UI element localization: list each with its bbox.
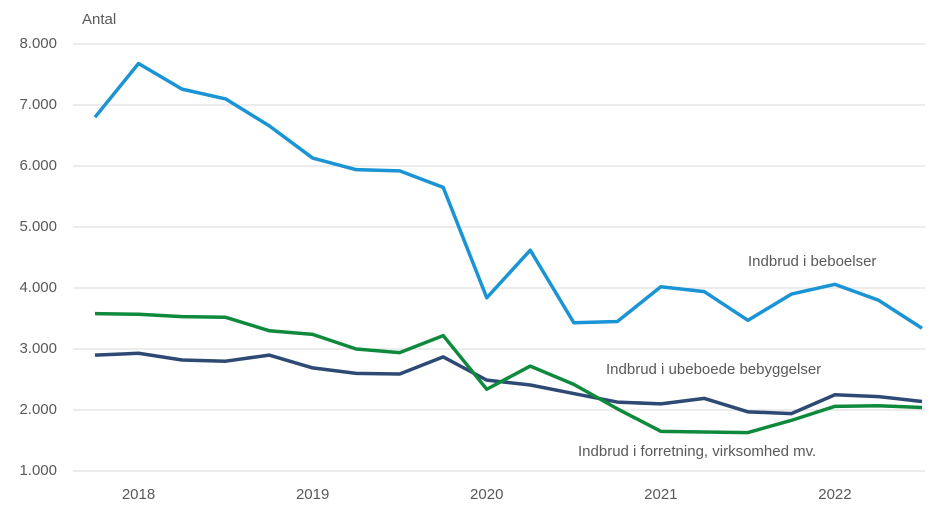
series-label: Indbrud i ubeboede bebyggelser <box>606 361 821 378</box>
y-tick-label: 6.000 <box>19 157 57 174</box>
y-tick-label: 3.000 <box>19 340 57 357</box>
series-label: Indbrud i forretning, virksomhed mv. <box>578 443 816 460</box>
x-tick-label: 2022 <box>818 486 851 503</box>
y-tick-label: 4.000 <box>19 279 57 296</box>
x-tick-label: 2021 <box>644 486 677 503</box>
x-tick-label: 2019 <box>296 486 329 503</box>
series-line <box>93 61 923 330</box>
y-tick-label: 1.000 <box>19 462 57 479</box>
x-tick-label: 2018 <box>122 486 155 503</box>
y-tick-label: 8.000 <box>19 35 57 52</box>
y-tick-label: 5.000 <box>19 218 57 235</box>
series-label: Indbrud i beboelser <box>748 253 876 270</box>
y-axis-label: Antal <box>82 11 116 28</box>
y-tick-label: 2.000 <box>19 401 57 418</box>
x-tick-label: 2020 <box>470 486 503 503</box>
series-line <box>94 311 923 435</box>
y-tick-label: 7.000 <box>19 96 57 113</box>
series-line <box>94 351 923 416</box>
